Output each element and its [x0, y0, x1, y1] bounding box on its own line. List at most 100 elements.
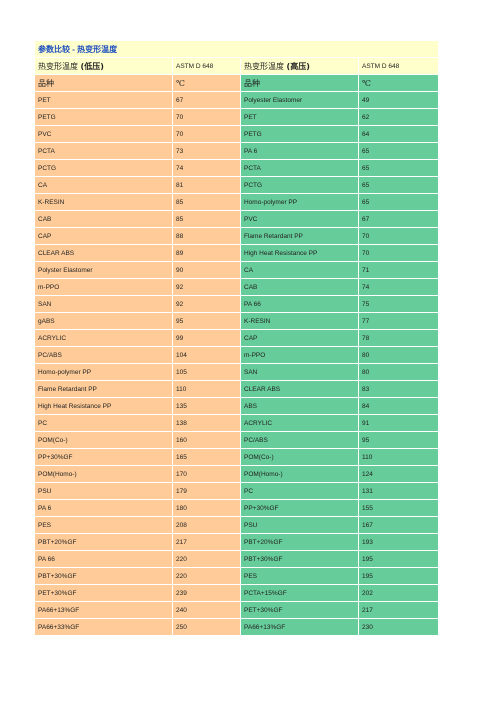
data-row: PA66+33%GF 250 PA66+13%GF 230: [34, 618, 440, 636]
title-row: 参数比较 - 热变形温度: [33, 40, 440, 58]
temperature: 84: [357, 397, 440, 415]
data-row: m-PPO 92 CAB 74: [34, 278, 440, 296]
data-row: PBT+30%GF 220 PES 195: [34, 567, 440, 585]
column-header-row: 品种 ℃ 品种 ℃: [34, 74, 440, 92]
data-row: CAP 88 Flame Retardant PP 70: [34, 227, 440, 245]
data-row: CAB 85 PVC 67: [34, 210, 440, 228]
temperature: 95: [172, 312, 241, 330]
temperature: 92: [172, 295, 241, 313]
label: 热变形温度: [38, 61, 78, 71]
material: PES: [34, 516, 173, 534]
left-standard: ASTM D 648: [172, 57, 241, 75]
temperature: 220: [172, 550, 241, 568]
temperature: 131: [357, 482, 440, 500]
temperature: 71: [357, 261, 440, 279]
material: PET+30%GF: [240, 601, 359, 619]
temperature: 105: [172, 363, 241, 381]
material: PES: [240, 567, 359, 585]
data-row: PA66+13%GF 240 PET+30%GF 217: [34, 601, 440, 619]
temperature: 138: [172, 414, 241, 432]
temperature: 217: [357, 601, 440, 619]
temperature: 217: [172, 533, 241, 551]
material: PC: [240, 482, 359, 500]
data-row: PBT+20%GF 217 PBT+20%GF 193: [34, 533, 440, 551]
temperature: 89: [172, 244, 241, 262]
data-row: SAN 92 PA 66 75: [34, 295, 440, 313]
material: POM(Co-): [34, 431, 173, 449]
left-label: 热变形温度 (低压): [34, 57, 173, 75]
label: 热变形温度: [244, 61, 284, 71]
temperature: 104: [172, 346, 241, 364]
temperature: 65: [357, 142, 440, 160]
temperature: 70: [172, 125, 241, 143]
temperature: 195: [357, 567, 440, 585]
material: PA 6: [34, 499, 173, 517]
temperature: 202: [357, 584, 440, 602]
data-row: PP+30%GF 165 POM(Co-) 110: [34, 448, 440, 466]
material: POM(Homo-): [240, 465, 359, 483]
title: 参数比较 - 热变形温度: [33, 40, 440, 58]
temperature: 73: [172, 142, 241, 160]
material: ACRYLIC: [240, 414, 359, 432]
material: PA 66: [240, 295, 359, 313]
material: Homo-polymer PP: [240, 193, 359, 211]
temperature: 74: [357, 278, 440, 296]
temperature: 208: [172, 516, 241, 534]
temperature: 95: [357, 431, 440, 449]
temperature: 165: [172, 448, 241, 466]
material: High Heat Resistance PP: [34, 397, 173, 415]
material: K-RESIN: [34, 193, 173, 211]
material: gABS: [34, 312, 173, 330]
material: PBT+30%GF: [34, 567, 173, 585]
temperature: 65: [357, 193, 440, 211]
data-row: PC 138 ACRYLIC 91: [34, 414, 440, 432]
data-row: K-RESIN 85 Homo-polymer PP 65: [34, 193, 440, 211]
temperature: 230: [357, 618, 440, 636]
material: PVC: [240, 210, 359, 228]
temperature: 80: [357, 363, 440, 381]
material: PC: [34, 414, 173, 432]
material: Flame Retardant PP: [240, 227, 359, 245]
temperature: 65: [357, 159, 440, 177]
data-row: Flame Retardant PP 110 CLEAR ABS 83: [34, 380, 440, 398]
data-row: High Heat Resistance PP 135 ABS 84: [34, 397, 440, 415]
material: Polyester Elastomer: [240, 91, 359, 109]
material: High Heat Resistance PP: [240, 244, 359, 262]
temperature: 170: [172, 465, 241, 483]
temperature: 74: [172, 159, 241, 177]
data-row: CA 81 PCTG 65: [34, 176, 440, 194]
temperature: 80: [357, 346, 440, 364]
temperature: 91: [357, 414, 440, 432]
data-row: Homo-polymer PP 105 SAN 80: [34, 363, 440, 381]
material: PSU: [240, 516, 359, 534]
temperature: 64: [357, 125, 440, 143]
temperature: 239: [172, 584, 241, 602]
material: PVC: [34, 125, 173, 143]
temperature: 75: [357, 295, 440, 313]
unit-header: ℃: [172, 74, 241, 92]
material: Flame Retardant PP: [34, 380, 173, 398]
temperature: 99: [172, 329, 241, 347]
temperature: 62: [357, 108, 440, 126]
material: CAB: [240, 278, 359, 296]
temperature: 90: [172, 261, 241, 279]
temperature: 92: [172, 278, 241, 296]
material: CLEAR ABS: [34, 244, 173, 262]
data-row: Polyster Elastomer 90 CA 71: [34, 261, 440, 279]
temperature: 70: [357, 227, 440, 245]
data-row: POM(Homo-) 170 POM(Homo-) 124: [34, 465, 440, 483]
temperature: 77: [357, 312, 440, 330]
material: PETG: [240, 125, 359, 143]
temperature: 220: [172, 567, 241, 585]
material: PET: [34, 91, 173, 109]
temperature: 179: [172, 482, 241, 500]
material: POM(Co-): [240, 448, 359, 466]
unit-header: ℃: [357, 74, 440, 92]
material: CAP: [240, 329, 359, 347]
material: PA66+13%GF: [240, 618, 359, 636]
temperature: 110: [357, 448, 440, 466]
material: Polyster Elastomer: [34, 261, 173, 279]
material: PCTG: [240, 176, 359, 194]
material: PCTG: [34, 159, 173, 177]
temperature: 49: [357, 91, 440, 109]
